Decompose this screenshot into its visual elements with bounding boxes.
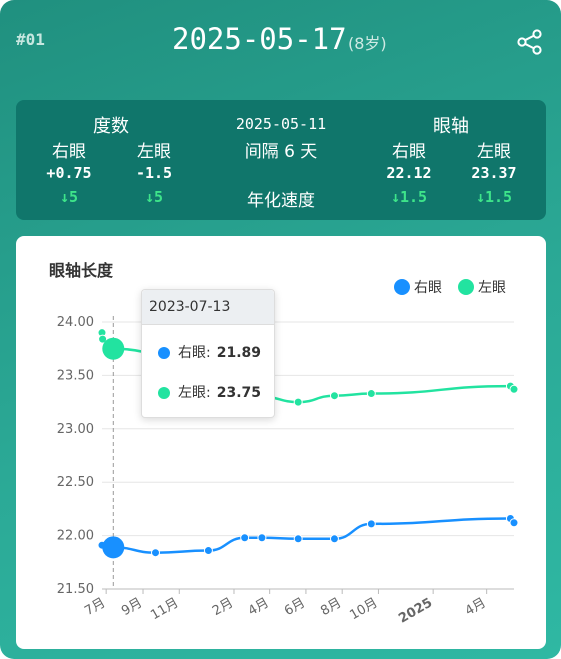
x-tick-label: 11月 [148, 595, 181, 623]
age-label: (8岁) [348, 34, 387, 53]
axis-right-value: 22.12 [386, 164, 432, 182]
right-eye-point [293, 534, 303, 544]
y-axis: 24.00 23.50 23.00 22.50 22.00 21.50 [57, 315, 94, 597]
x-tick-label: 2月 [210, 595, 236, 619]
y-tick-label: 23.50 [57, 368, 94, 383]
tooltip-left-marker [158, 387, 170, 399]
axis-right-label: 右眼 [392, 142, 426, 162]
axis-left-label: 左眼 [477, 142, 511, 162]
y-tick-label: 21.50 [57, 582, 94, 597]
chart-card: 眼轴长度 右眼 左眼 24.00 23.50 23.00 22.50 22.00 21.5… [16, 236, 546, 649]
axis-right-change: ↓1.5 [390, 188, 428, 206]
right-eye-point [102, 536, 125, 559]
right-eye-point [203, 546, 213, 556]
right-eye-point [151, 548, 161, 558]
tooltip-right-row: 右眼: 21.89 [158, 343, 261, 363]
tooltip-left-value: 23.75 [216, 385, 262, 401]
legend-right-marker [394, 279, 410, 295]
degree-right-value: +0.75 [46, 164, 92, 182]
tooltip-right-label: 右眼: [178, 345, 211, 361]
chart-legend[interactable]: 右眼 左眼 [394, 279, 506, 296]
chart-tooltip: 2023-07-13 右眼: 21.89 左眼: 23.75 [141, 289, 275, 418]
record-date: 2025-05-17 [172, 22, 347, 56]
tooltip-date: 2023-07-13 [142, 290, 274, 325]
annual-speed-label: 年化速度 [247, 191, 315, 211]
tooltip-left-row: 左眼: 23.75 [158, 383, 261, 403]
axis-title: 眼轴 [433, 116, 469, 137]
previous-date: 2025-05-11 [235, 115, 327, 133]
legend-left-label: 左眼 [478, 280, 506, 296]
axis-left-change: ↓1.5 [475, 188, 513, 206]
legend-right-label: 右眼 [414, 280, 442, 296]
right-eye-point [366, 519, 376, 529]
share-icon[interactable] [516, 28, 544, 56]
right-eye-point [240, 533, 250, 543]
left-eye-point [293, 397, 303, 407]
right-eye-point [509, 518, 519, 528]
x-tick-label: 10月 [347, 595, 380, 623]
axial-length-chart[interactable]: 眼轴长度 右眼 左眼 24.00 23.50 23.00 22.50 22.00 21.5… [16, 236, 546, 649]
degree-left-label: 左眼 [137, 142, 171, 162]
y-tick-label: 24.00 [57, 315, 94, 330]
degree-right-change: ↓5 [59, 188, 79, 206]
degree-left-value: -1.5 [135, 164, 173, 182]
degree-right-label: 右眼 [52, 142, 86, 162]
x-tick-label: 4月 [463, 595, 489, 619]
tooltip-right-value: 21.89 [216, 345, 262, 361]
y-tick-label: 22.50 [57, 475, 94, 490]
legend-left-marker [458, 279, 474, 295]
x-tick-label: 2025 [396, 595, 435, 626]
tooltip-left-label: 左眼: [178, 385, 211, 401]
degree-left-change: ↓5 [144, 188, 164, 206]
chart-title: 眼轴长度 [49, 261, 114, 280]
left-eye-point [366, 389, 376, 399]
x-tick-label: 6月 [282, 595, 308, 619]
left-eye-point [329, 391, 339, 401]
chart-series [97, 328, 519, 559]
right-eye-point [329, 534, 339, 544]
x-tick-label: 9月 [119, 595, 145, 619]
x-tick-label: 8月 [318, 595, 344, 619]
x-axis: 7月 9月 11月 2月 4月 6月 8月 10月 2025 4月 [82, 589, 489, 627]
left-eye-point [98, 334, 108, 344]
stats-panel: 度数 右眼 左眼 +0.75 -1.5 ↓5 ↓5 2025-05-11 间隔 … [16, 100, 546, 220]
tooltip-right-marker [158, 347, 170, 359]
axis-left-value: 23.37 [471, 164, 517, 182]
right-eye-point [257, 533, 267, 543]
left-eye-point [509, 384, 519, 394]
x-tick-label: 4月 [246, 595, 272, 619]
left-eye-point [102, 337, 125, 360]
degree-title: 度数 [93, 116, 129, 137]
x-tick-label: 7月 [82, 595, 108, 619]
y-tick-label: 22.00 [57, 529, 94, 544]
record-index: #01 [16, 30, 45, 49]
interval-label: 间隔 6 天 [244, 142, 318, 162]
right-eye-line [101, 517, 515, 554]
y-tick-label: 23.00 [57, 422, 94, 437]
